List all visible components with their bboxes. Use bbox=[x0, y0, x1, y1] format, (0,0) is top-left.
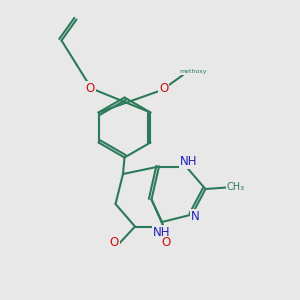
Text: NH: NH bbox=[180, 155, 198, 169]
Text: CH₃: CH₃ bbox=[226, 182, 244, 193]
Text: O: O bbox=[159, 82, 168, 95]
Text: methoxy: methoxy bbox=[180, 70, 207, 74]
Text: NH: NH bbox=[153, 226, 171, 239]
Text: O: O bbox=[110, 236, 118, 250]
Text: O: O bbox=[85, 82, 94, 95]
Text: N: N bbox=[190, 209, 200, 223]
Text: O: O bbox=[162, 236, 171, 250]
